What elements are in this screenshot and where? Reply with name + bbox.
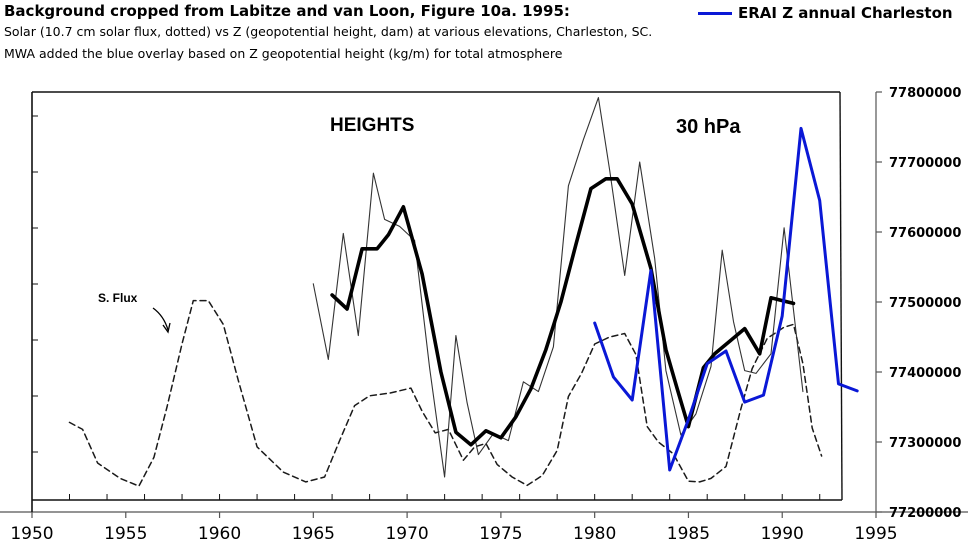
series-layer [68,97,859,487]
x-tick-label: 1960 [198,524,241,544]
y-tick-label: 77800000 [889,86,961,101]
plot-frame [0,91,968,513]
flux-arrow [152,307,169,331]
series-line-thin [312,97,804,478]
y-tick-label: 77400000 [889,366,961,381]
x-tick-label: 1980 [573,524,616,544]
x-tick-label: 1975 [479,524,522,544]
legend-swatch-blue [698,11,732,15]
x-tick-label: 1970 [385,524,428,544]
x-tick-label: 1950 [10,524,53,544]
x-tick-label: 1955 [104,524,147,544]
x-tick-label: 1995 [854,524,897,544]
series-line-solid-blue [593,126,859,472]
pressure-label: 30 hPa [676,116,741,138]
y-tick-label: 77700000 [889,156,961,171]
x-tick-label: 1985 [667,524,710,544]
chart-subtitle-line-1: Solar (10.7 cm solar flux, dotted) vs Z … [4,24,653,39]
chart-subtitle-line-2: MWA added the blue overlay based on Z ge… [4,46,563,61]
heights-label: HEIGHTS [330,115,414,136]
y-tick-label: 77200000 [889,506,961,521]
flux-arrow-head [162,322,171,334]
y-tick-label: 77600000 [889,226,961,241]
flux-label: S. Flux [98,291,138,305]
y-tick-label: 77500000 [889,296,961,311]
y-axis: 77200000 77300000 77400000 77500000 77600000… [876,86,961,521]
x-tick-label: 1990 [761,524,804,544]
series-line-thick [330,177,796,447]
y-tick-label: 77300000 [889,436,961,451]
legend-label: ERAI Z annual Charleston [738,4,953,22]
legend: ERAI Z annual Charleston [698,4,953,22]
chart-title: Background cropped from Labitze and van … [4,2,570,20]
x-axis: 1950 1955 1960 1965 1970 1975 1980 1985 1990 1995 [10,512,898,544]
x-tick-label: 1965 [292,524,335,544]
right-border [839,91,843,501]
